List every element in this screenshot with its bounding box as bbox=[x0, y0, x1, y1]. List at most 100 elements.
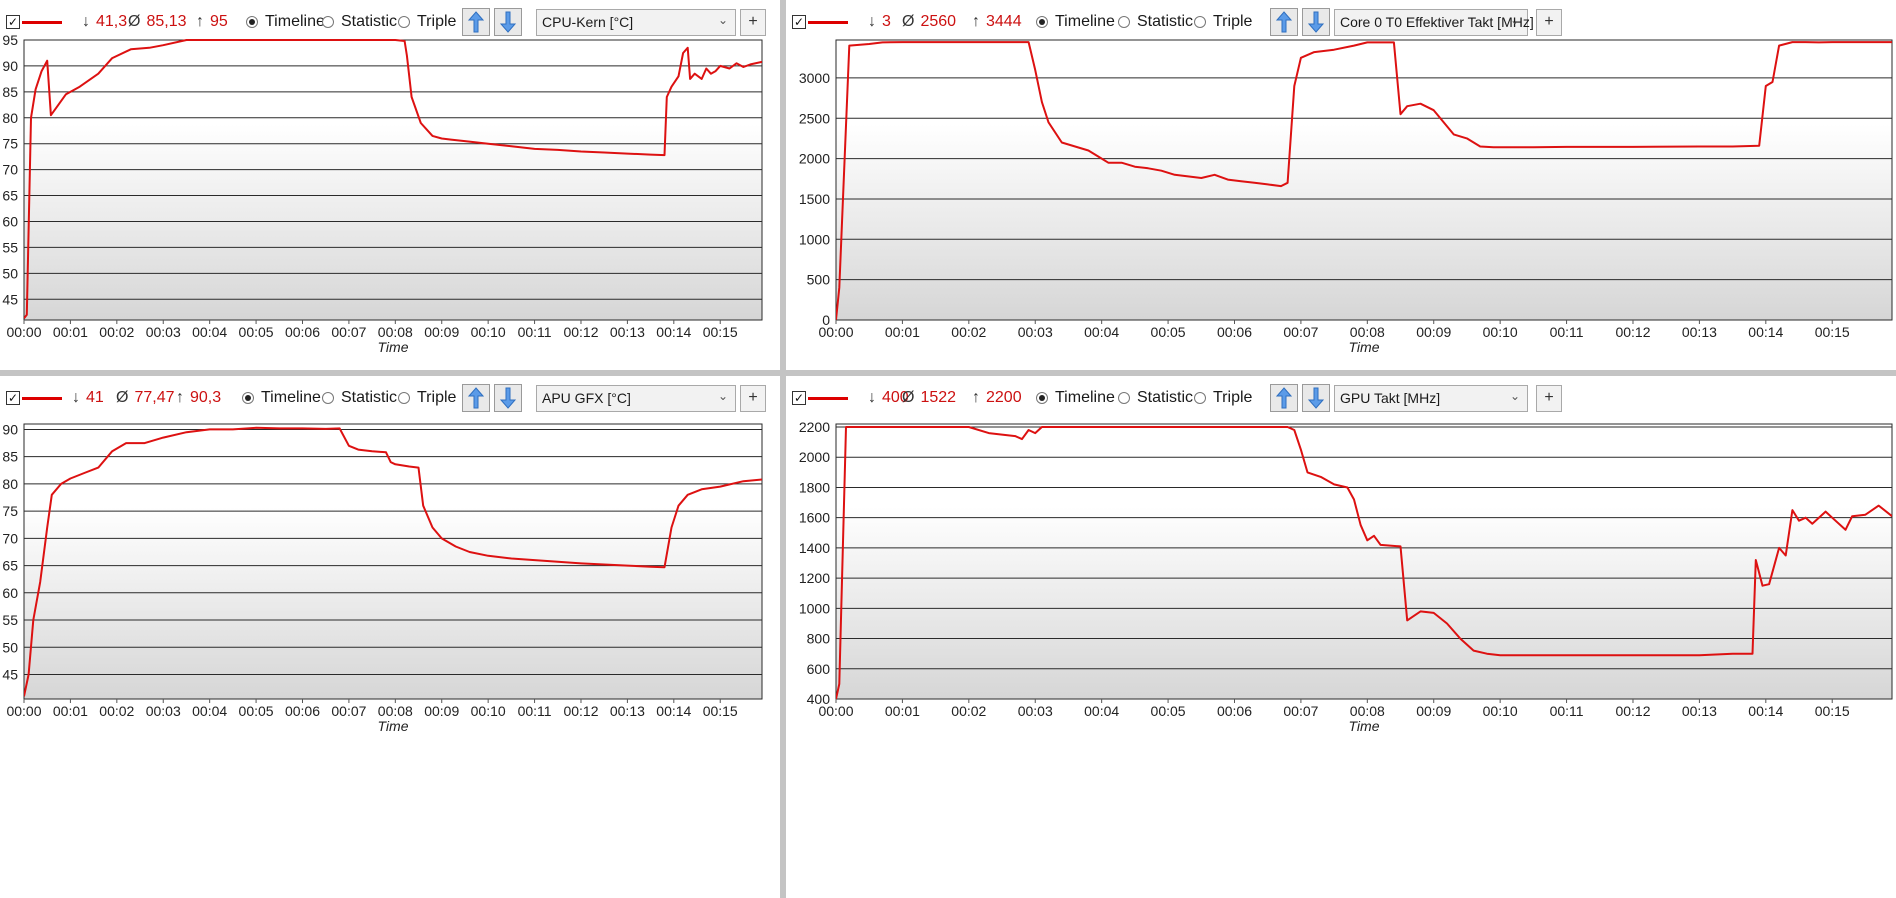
sensor-dropdown[interactable]: APU GFX [°C] ⌄ bbox=[536, 384, 736, 412]
plot-area bbox=[836, 40, 1892, 320]
plus-icon[interactable]: + bbox=[740, 384, 766, 412]
line-color-swatch[interactable] bbox=[22, 396, 62, 400]
mode-radio-statistic[interactable]: Statistic bbox=[322, 0, 397, 44]
sensor-select[interactable]: APU GFX [°C] ⌄ bbox=[536, 376, 736, 420]
y-tick-label: 60 bbox=[2, 585, 18, 601]
move-up-button[interactable] bbox=[462, 376, 490, 420]
series-visibility-checkbox[interactable]: ✓ bbox=[6, 0, 20, 44]
radio-icon[interactable] bbox=[1194, 16, 1206, 28]
checkbox-icon[interactable]: ✓ bbox=[792, 391, 806, 405]
arrow-up-icon[interactable] bbox=[1270, 8, 1298, 36]
y-tick-label: 1500 bbox=[799, 191, 830, 207]
add-graph-button[interactable]: + bbox=[740, 376, 766, 420]
max-value-stat: ↑ 3444 bbox=[972, 0, 1022, 44]
line-chart: 90 85 80 75 70 65 60 55 50 45 00:00 00:01 00:02 00:03… bbox=[2, 421, 763, 734]
series-visibility-checkbox[interactable]: ✓ bbox=[792, 376, 806, 420]
mode-radio-triple[interactable]: Triple bbox=[398, 376, 456, 420]
chevron-down-icon: ⌄ bbox=[717, 12, 728, 27]
move-down-button[interactable] bbox=[494, 376, 522, 420]
x-tick-label: 00:00 bbox=[818, 324, 853, 340]
arrow-down-icon[interactable] bbox=[494, 384, 522, 412]
max-value: 2200 bbox=[986, 389, 1022, 406]
mode-label-timeline: Timeline bbox=[261, 389, 321, 406]
plus-icon[interactable]: + bbox=[740, 8, 766, 36]
mode-radio-timeline[interactable]: Timeline bbox=[246, 0, 325, 44]
plus-icon[interactable]: + bbox=[1536, 8, 1562, 36]
mode-label-triple: Triple bbox=[417, 13, 457, 30]
y-tick-label: 45 bbox=[2, 291, 18, 307]
mode-label-statistic: Statistic bbox=[1137, 13, 1194, 30]
mode-radio-timeline[interactable]: Timeline bbox=[242, 376, 321, 420]
radio-icon[interactable] bbox=[1036, 392, 1048, 404]
min-value-stat: ↓ 41 bbox=[72, 376, 104, 420]
x-tick-label: 00:13 bbox=[1682, 703, 1717, 719]
x-tick-label: 00:02 bbox=[951, 703, 986, 719]
arrow-up-icon[interactable] bbox=[462, 8, 490, 36]
radio-icon[interactable] bbox=[1194, 392, 1206, 404]
series-color-swatch[interactable] bbox=[22, 376, 62, 420]
radio-icon[interactable] bbox=[1036, 16, 1048, 28]
arrow-up-icon[interactable] bbox=[1270, 384, 1298, 412]
x-tick-label: 00:04 bbox=[1084, 324, 1119, 340]
series-visibility-checkbox[interactable]: ✓ bbox=[792, 0, 806, 44]
chevron-down-icon: ⌄ bbox=[1509, 12, 1520, 27]
radio-icon[interactable] bbox=[322, 392, 334, 404]
arrow-up-icon[interactable] bbox=[462, 384, 490, 412]
mode-radio-statistic[interactable]: Statistic bbox=[1118, 376, 1193, 420]
line-color-swatch[interactable] bbox=[22, 20, 62, 24]
radio-icon[interactable] bbox=[398, 392, 410, 404]
radio-icon[interactable] bbox=[398, 16, 410, 28]
radio-icon[interactable] bbox=[322, 16, 334, 28]
plus-icon[interactable]: + bbox=[1536, 384, 1562, 412]
sensor-dropdown[interactable]: GPU Takt [MHz] ⌄ bbox=[1334, 384, 1528, 412]
checkbox-icon[interactable]: ✓ bbox=[6, 15, 20, 29]
sensor-dropdown[interactable]: Core 0 T0 Effektiver Takt [MHz] ⌄ bbox=[1334, 8, 1534, 36]
x-tick-label: 00:09 bbox=[1416, 324, 1451, 340]
mode-radio-statistic[interactable]: Statistic bbox=[1118, 0, 1193, 44]
x-tick-label: 00:11 bbox=[1550, 324, 1584, 340]
move-up-button[interactable] bbox=[1270, 376, 1298, 420]
line-color-swatch[interactable] bbox=[808, 396, 848, 400]
mode-radio-statistic[interactable]: Statistic bbox=[322, 376, 397, 420]
sensor-dropdown[interactable]: CPU-Kern [°C] ⌄ bbox=[536, 8, 736, 36]
move-down-button[interactable] bbox=[1302, 376, 1330, 420]
checkbox-icon[interactable]: ✓ bbox=[792, 15, 806, 29]
sensor-select[interactable]: CPU-Kern [°C] ⌄ bbox=[536, 0, 736, 44]
radio-icon[interactable] bbox=[242, 392, 254, 404]
average-value-stat: Ø 1522 bbox=[902, 376, 956, 420]
average-value: 77,47 bbox=[134, 389, 175, 406]
series-line bbox=[24, 39, 762, 320]
arrow-down-icon[interactable] bbox=[1302, 8, 1330, 36]
add-graph-button[interactable]: + bbox=[740, 0, 766, 44]
mode-radio-timeline[interactable]: Timeline bbox=[1036, 0, 1115, 44]
series-color-swatch[interactable] bbox=[808, 376, 848, 420]
mode-radio-triple[interactable]: Triple bbox=[1194, 376, 1252, 420]
mode-radio-triple[interactable]: Triple bbox=[1194, 0, 1252, 44]
move-up-button[interactable] bbox=[462, 0, 490, 44]
sensor-select[interactable]: GPU Takt [MHz] ⌄ bbox=[1334, 376, 1528, 420]
add-graph-button[interactable]: + bbox=[1536, 0, 1562, 44]
radio-icon[interactable] bbox=[1118, 392, 1130, 404]
line-color-swatch[interactable] bbox=[808, 20, 848, 24]
y-tick-label: 2000 bbox=[799, 449, 830, 465]
sensor-select[interactable]: Core 0 T0 Effektiver Takt [MHz] ⌄ bbox=[1334, 0, 1534, 44]
move-up-button[interactable] bbox=[1270, 0, 1298, 44]
chart-panel-1: ✓ ↓ 41,3 Ø 85,13 ↑ 95 Timeline Statistic Triple CP… bbox=[0, 0, 780, 370]
x-tick-label: 00:02 bbox=[951, 324, 986, 340]
avg-symbol: Ø bbox=[116, 389, 129, 406]
add-graph-button[interactable]: + bbox=[1536, 376, 1562, 420]
move-down-button[interactable] bbox=[494, 0, 522, 44]
series-visibility-checkbox[interactable]: ✓ bbox=[6, 376, 20, 420]
arrow-down-icon[interactable] bbox=[494, 8, 522, 36]
checkbox-icon[interactable]: ✓ bbox=[6, 391, 20, 405]
radio-icon[interactable] bbox=[246, 16, 258, 28]
x-tick-label: 00:01 bbox=[53, 703, 88, 719]
radio-icon[interactable] bbox=[1118, 16, 1130, 28]
mode-radio-timeline[interactable]: Timeline bbox=[1036, 376, 1115, 420]
sensor-name: APU GFX [°C] bbox=[542, 390, 631, 406]
arrow-down-icon[interactable] bbox=[1302, 384, 1330, 412]
move-down-button[interactable] bbox=[1302, 0, 1330, 44]
mode-radio-triple[interactable]: Triple bbox=[398, 0, 456, 44]
series-color-swatch[interactable] bbox=[22, 0, 62, 44]
series-color-swatch[interactable] bbox=[808, 0, 848, 44]
